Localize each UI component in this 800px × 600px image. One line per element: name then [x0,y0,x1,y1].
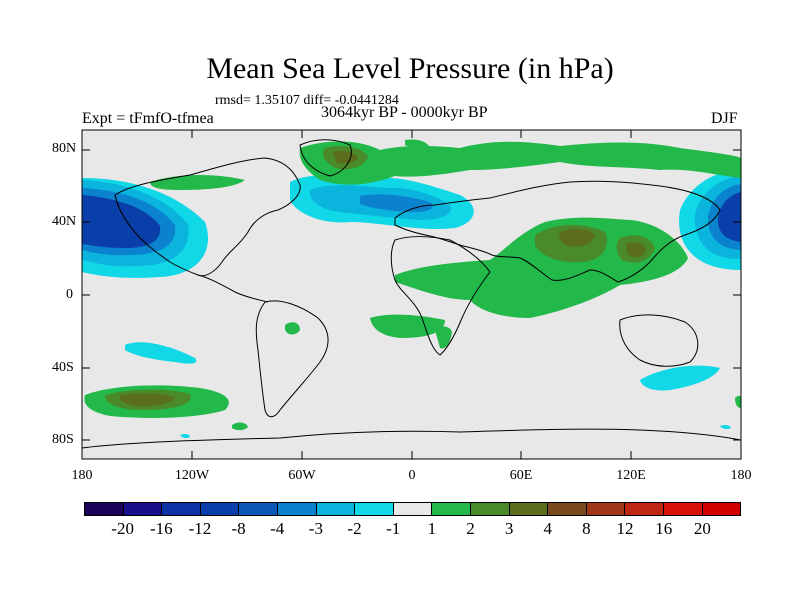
contour-asia-positive [285,217,688,349]
map-title: Mean Sea Level Pressure (in hPa) [206,52,614,85]
colorbar-segment [162,503,201,515]
colorbar-segment [393,503,433,515]
x-tick-label: 60W [288,468,316,483]
contour-southern-ocean-positive [84,385,741,431]
colorbar-segment [239,503,278,515]
colorbar-label: -8 [231,519,246,538]
outline-africa [390,236,491,356]
colorbar-segment [663,503,703,515]
colorbar-segment [509,503,549,515]
colorbar-segment [432,503,471,515]
y-tick-label: 40N [52,214,77,229]
outline-australia [619,314,699,367]
colorbar-label: 1 [427,519,437,538]
outline-central-america [197,274,269,303]
y-tick-label: 80N [52,141,77,156]
colorbar-label: -16 [149,519,173,538]
x-tick-label: 60E [509,468,533,483]
colorbar-label: 2 [466,519,475,538]
colorbar-segment [85,503,124,515]
colorbar-segment [625,503,664,515]
contour-arctic-positive [150,139,741,190]
y-tick-label: 40S [52,360,74,375]
x-tick-label: 120W [174,468,210,483]
period-label: 3064kyr BP - 0000kyr BP [321,104,488,121]
colorbar-label: 20 [693,519,711,538]
colorbar-segment [123,503,163,515]
colorbar-segment [548,503,587,515]
outline-greenland [299,139,352,177]
colorbar [84,502,741,516]
colorbar-label: 8 [582,519,591,538]
experiment-label: Expt = tFmfO-tfmea [82,110,214,127]
colorbar-segment [316,503,356,515]
colorbar-segment [200,503,240,515]
colorbar-label: -2 [347,519,362,538]
contour-north-atlantic [290,175,474,229]
colorbar-segment [702,503,741,515]
colorbar-segment [277,503,317,515]
x-tick-label: 120E [616,468,646,483]
coastlines [82,139,741,449]
outline-south-america [255,300,329,418]
colorbar-label: 12 [616,519,634,538]
colorbar-label: -12 [188,519,212,538]
colorbar-label: -4 [270,519,285,538]
colorbar-label: 16 [655,519,673,538]
tick-marks [81,130,742,459]
contour-north-pacific-east [679,170,741,270]
contour-north-pacific-west [82,178,208,278]
colorbar-label: -3 [308,519,323,538]
colorbar-label: 4 [543,519,553,538]
colorbar-label: -1 [386,519,401,538]
colorbar-segment [470,503,510,515]
colorbar-segment [586,503,626,515]
contour-south-negative [125,342,731,439]
colorbar-label: -20 [111,519,134,538]
colorbar-segment [355,503,394,515]
y-tick-label: 0 [66,287,73,302]
x-tick-label: 180 [730,468,752,483]
y-tick-label: 80S [52,432,74,447]
outline-eurasia [394,180,721,283]
outline-antarctica [82,428,741,449]
stats-line: rmsd= 1.35107 diff= -0.0441284 [215,93,399,108]
outline-north-america [114,157,301,277]
x-tick-label: 180 [71,468,93,483]
colorbar-label: 3 [504,519,514,538]
x-tick-label: 0 [408,468,416,483]
season-label: DJF [711,110,738,127]
